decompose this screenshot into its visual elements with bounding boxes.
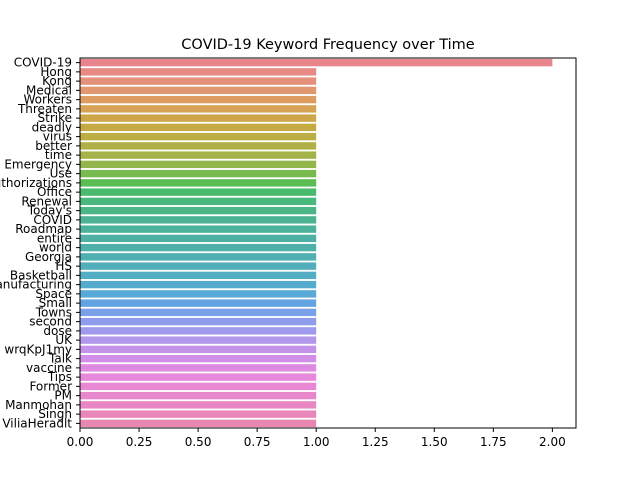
bar-27	[80, 308, 317, 317]
x-tick-label: 0.25	[126, 435, 153, 449]
y-tick-label: time	[45, 148, 72, 162]
x-tick-label: 1.75	[480, 435, 507, 449]
y-tick-label: Kong	[42, 74, 72, 88]
bar-32	[80, 354, 317, 363]
y-tick-label: vaccine	[26, 361, 72, 375]
bar-31	[80, 345, 317, 354]
y-tick-label: Emergency	[4, 157, 72, 171]
bar-16	[80, 206, 317, 215]
y-tick-label: virus	[43, 130, 72, 144]
x-tick-label: 2.00	[539, 435, 566, 449]
y-tick-label: Space	[35, 287, 72, 301]
y-tick-label: Small	[39, 296, 72, 310]
bar-3	[80, 86, 317, 95]
y-tick-label: COVID-19	[14, 56, 72, 70]
y-tick-label: Medical	[26, 83, 72, 97]
bar-24	[80, 280, 317, 289]
y-tick-label: Roadmap	[15, 222, 72, 236]
y-tick-label: Manufacturing	[0, 278, 72, 292]
bar-22	[80, 262, 317, 270]
x-tick-label: 1.25	[362, 435, 389, 449]
y-tick-label: Tips	[47, 370, 72, 384]
bar-4	[80, 95, 317, 104]
y-tick-label: Authorizations	[0, 176, 72, 190]
y-tick-label: Georgia	[25, 250, 72, 264]
bar-12	[80, 169, 317, 178]
y-tick-label: Talk	[48, 352, 72, 366]
bar-39	[80, 419, 317, 428]
x-tick-label: 0.75	[244, 435, 271, 449]
bar-19	[80, 234, 317, 243]
y-tick-label: ViliaHeradlt	[2, 416, 72, 430]
bar-30	[80, 336, 317, 344]
bar-7	[80, 123, 317, 132]
y-tick-label: Workers	[23, 93, 72, 107]
bar-21	[80, 253, 317, 261]
y-tick-label: dose	[43, 324, 72, 338]
bar-28	[80, 317, 317, 326]
bar-6	[80, 114, 317, 122]
bar-1	[80, 68, 317, 76]
bar-38	[80, 410, 317, 418]
y-tick-label: HS	[55, 259, 72, 273]
x-axis: 0.00 0.25 0.50 0.75 1.00 1.25 1.50 1.75 2.00	[67, 428, 566, 449]
y-tick-label: deadly	[32, 120, 72, 134]
bar-34	[80, 373, 317, 381]
bar-25	[80, 290, 317, 298]
y-tick-label: COVID	[33, 213, 72, 227]
bar-33	[80, 364, 317, 372]
bar-36	[80, 391, 317, 400]
y-tick-label: Basketball	[10, 268, 72, 282]
bar-20	[80, 243, 317, 252]
y-tick-labels: COVID-19HongKongMedicalWorkersThreatenSt…	[0, 56, 80, 430]
y-tick-label: Manmohan	[5, 398, 72, 412]
y-tick-label: Use	[50, 167, 72, 181]
y-tick-label: Towns	[35, 305, 72, 319]
x-tick-label: 0.00	[67, 435, 94, 449]
bar-23	[80, 271, 317, 280]
y-tick-label: Renewal	[21, 194, 72, 208]
bar-35	[80, 382, 317, 391]
bar-11	[80, 160, 317, 169]
y-tick-label: Former	[29, 379, 72, 393]
y-tick-label: Threaten	[17, 102, 72, 116]
y-tick-label: Singh	[38, 407, 72, 421]
bar-0	[80, 58, 553, 67]
bar-9	[80, 142, 317, 150]
y-tick-label: Today's	[27, 204, 72, 218]
chart-title: COVID-19 Keyword Frequency over Time	[181, 37, 474, 53]
x-tick-label: 1.00	[303, 435, 330, 449]
bar-14	[80, 188, 317, 196]
x-tick-label: 0.50	[185, 435, 212, 449]
bar-17	[80, 216, 317, 224]
y-tick-label: Strike	[38, 111, 73, 125]
bar-26	[80, 299, 317, 307]
bar-13	[80, 179, 317, 187]
bar-2	[80, 77, 317, 85]
plot-frame	[79, 57, 577, 429]
x-tick-label: 1.50	[421, 435, 448, 449]
y-tick-label: PM	[54, 389, 72, 403]
bar-37	[80, 401, 317, 409]
y-tick-label: Hong	[40, 65, 72, 79]
bar-29	[80, 327, 317, 335]
bar-8	[80, 132, 317, 141]
bar-15	[80, 197, 317, 206]
y-tick-label: better	[35, 139, 72, 153]
y-tick-label: second	[29, 315, 72, 329]
bar-5	[80, 105, 317, 113]
y-tick-label: wrqKpJ1my	[4, 342, 72, 356]
bar-10	[80, 151, 317, 159]
y-tick-label: UK	[55, 333, 73, 347]
y-tick-label: Office	[37, 185, 72, 199]
y-tick-label: world	[39, 241, 72, 255]
bar-18	[80, 225, 317, 233]
bars-group	[80, 58, 553, 428]
y-tick-label: entire	[37, 231, 72, 245]
